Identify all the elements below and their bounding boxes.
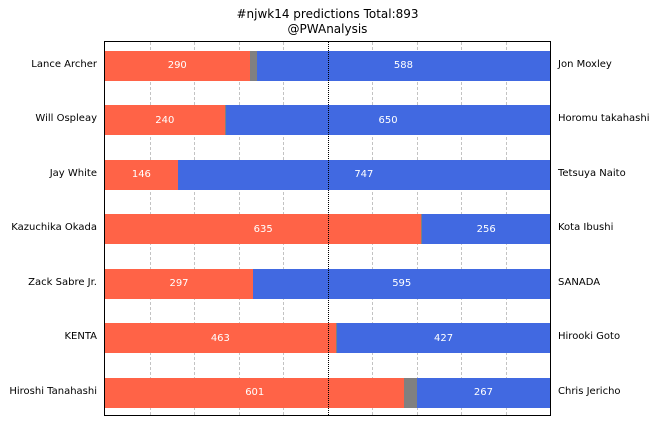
right-wrestler-label: Jon Moxley xyxy=(558,58,612,70)
left-votes-bar: 297 xyxy=(105,268,253,299)
right-wrestler-label: Hirooki Goto xyxy=(558,331,621,343)
right-votes-label: 427 xyxy=(434,332,454,344)
right-votes-bar: 595 xyxy=(253,268,550,299)
matchup-bar-row: 635 256 xyxy=(105,214,550,245)
right-wrestler-label: Chris Jericho xyxy=(558,385,621,397)
left-votes-bar: 290 xyxy=(105,50,250,81)
left-votes-label: 146 xyxy=(131,169,151,181)
left-votes-bar: 463 xyxy=(105,323,336,354)
left-votes-bar: 635 xyxy=(105,214,422,245)
left-wrestler-label: Jay White xyxy=(49,167,97,179)
left-votes-bar: 240 xyxy=(105,105,225,136)
matchup-bar-row: 601 267 xyxy=(105,377,550,408)
draw-votes-bar xyxy=(335,323,338,354)
right-wrestler-label: Horomu takahashi xyxy=(558,113,650,125)
left-wrestler-label: Hiroshi Tanahashi xyxy=(9,385,97,397)
right-wrestler-label: SANADA xyxy=(558,276,601,288)
left-votes-label: 463 xyxy=(210,332,230,344)
right-wrestler-label: Tetsuya Naito xyxy=(558,167,626,179)
draw-votes-bar xyxy=(404,377,417,408)
right-votes-label: 650 xyxy=(378,114,398,126)
left-votes-label: 240 xyxy=(155,114,175,126)
chart-subtitle: @PWAnalysis xyxy=(287,22,368,36)
matchup-bar-row: 240 650 xyxy=(105,105,550,136)
left-wrestler-label: Lance Archer xyxy=(31,58,97,70)
right-votes-bar: 747 xyxy=(177,159,550,190)
right-votes-bar: 588 xyxy=(256,50,550,81)
left-votes-label: 297 xyxy=(169,278,189,290)
left-wrestler-label: KENTA xyxy=(64,331,97,343)
right-wrestler-label: Kota Ibushi xyxy=(558,222,614,234)
left-wrestler-label: Will Ospleay xyxy=(35,113,97,125)
right-votes-bar: 256 xyxy=(422,214,550,245)
left-wrestler-label: Kazuchika Okada xyxy=(11,222,97,234)
right-votes-label: 588 xyxy=(393,60,414,71)
draw-votes-bar xyxy=(224,105,227,136)
chart-title-block: #njwk14 predictions Total:893 @PWAnalysi… xyxy=(105,7,550,37)
right-votes-label: 747 xyxy=(354,169,374,181)
plot-area: 290 588 240 650 146 747 635 256 297 595 463 427 601 2… xyxy=(104,41,551,416)
right-votes-bar: 650 xyxy=(226,105,550,136)
matchup-bar-row: 146 747 xyxy=(105,159,550,190)
center-line xyxy=(327,42,329,415)
right-votes-bar: 427 xyxy=(337,323,550,354)
left-votes-label: 635 xyxy=(253,223,273,235)
draw-votes-bar xyxy=(421,214,423,245)
right-votes-label: 595 xyxy=(392,278,412,290)
matchup-bar-row: 463 427 xyxy=(105,323,550,354)
right-votes-label: 256 xyxy=(476,223,496,235)
left-votes-label: 290 xyxy=(167,60,187,71)
left-wrestler-label: Zack Sabre Jr. xyxy=(28,276,97,288)
left-votes-bar: 146 xyxy=(105,159,178,190)
right-votes-bar: 267 xyxy=(416,377,550,408)
draw-votes-bar xyxy=(249,50,257,81)
right-votes-label: 267 xyxy=(473,387,493,399)
matchup-bar-row: 297 595 xyxy=(105,268,550,299)
matchup-bar-row: 290 588 xyxy=(105,50,550,81)
left-votes-label: 601 xyxy=(245,387,265,399)
left-votes-bar: 601 xyxy=(105,377,405,408)
chart-title: #njwk14 predictions Total:893 xyxy=(236,7,419,21)
